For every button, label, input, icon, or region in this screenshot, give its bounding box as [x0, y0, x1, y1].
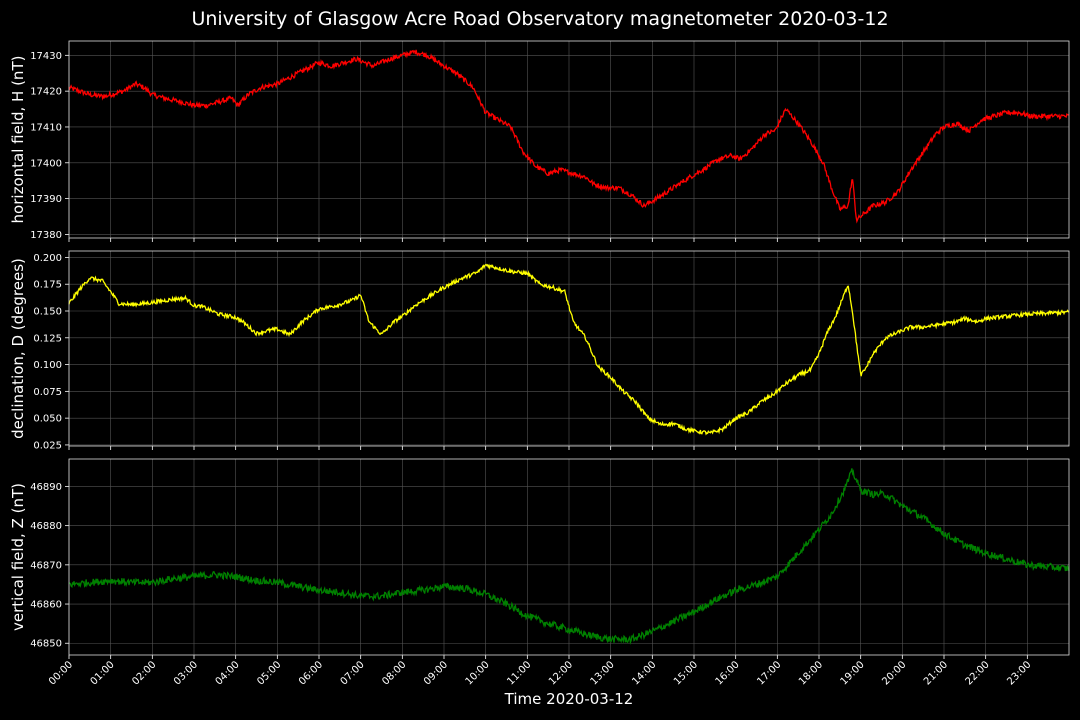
x-tick-label: 11:00: [505, 659, 533, 687]
y-tick-label: 0.100: [33, 360, 62, 371]
chart-title: University of Glasgow Acre Road Observat…: [191, 8, 889, 30]
series-line: [68, 49, 1070, 224]
y-tick-label: 17420: [30, 87, 62, 98]
y-tick-label: 17430: [30, 51, 62, 62]
y-tick-label: 0.150: [33, 307, 62, 318]
plot-frame: [68, 458, 1070, 656]
x-tick-label: 03:00: [172, 659, 200, 687]
y-tick-label: 0.175: [33, 280, 62, 291]
x-tick-label: 08:00: [380, 659, 408, 687]
x-tick-label: 06:00: [297, 659, 325, 687]
series-line: [68, 263, 1070, 436]
x-tick-label: 16:00: [714, 659, 742, 687]
x-tick-label: 13:00: [589, 659, 617, 687]
y-tick-label: 46880: [30, 521, 62, 532]
x-tick-label: 20:00: [880, 659, 908, 687]
y-tick-label: 46860: [30, 600, 62, 611]
y-tick-label: 0.125: [33, 333, 62, 344]
x-axis-label: Time 2020-03-12: [504, 690, 634, 708]
x-tick-label: 09:00: [422, 659, 450, 687]
x-tick-label: 07:00: [339, 659, 367, 687]
y-tick-label: 0.075: [33, 387, 62, 398]
x-tick-label: 18:00: [797, 659, 825, 687]
series-line: [68, 468, 1070, 645]
x-tick-label: 23:00: [1005, 659, 1033, 687]
x-tick-label: 00:00: [47, 659, 75, 687]
x-tick-label: 04:00: [214, 659, 242, 687]
y-tick-label: 46870: [30, 560, 62, 571]
y-tick-label: 17410: [30, 122, 62, 133]
x-tick-label: 22:00: [964, 659, 992, 687]
y-axis-label: declination, D (degrees): [9, 258, 27, 439]
x-tick-label: 17:00: [755, 659, 783, 687]
y-tick-label: 46890: [30, 482, 62, 493]
plot-frame: [68, 250, 1070, 447]
panel-2: 0.025 0.050 0.075 0.100 0.125 0.150 0.175 0.200…: [9, 250, 1070, 451]
x-tick-label: 15:00: [672, 659, 700, 687]
plot-frame: [68, 40, 1070, 239]
y-tick-label: 46850: [30, 639, 62, 650]
y-axis-label: vertical field, Z (nT): [9, 483, 27, 631]
y-tick-label: 17380: [30, 230, 62, 241]
y-tick-label: 0.200: [33, 253, 62, 264]
x-tick-label: 05:00: [255, 659, 283, 687]
x-tick-label: 21:00: [922, 659, 950, 687]
y-axis-label: horizontal field, H (nT): [9, 56, 27, 224]
x-tick-label: 02:00: [130, 659, 158, 687]
y-tick-label: 17390: [30, 194, 62, 205]
y-tick-label: 17400: [30, 158, 62, 169]
y-tick-label: 0.025: [33, 440, 62, 451]
x-tick-label: 14:00: [630, 659, 658, 687]
x-tick-label: 19:00: [839, 659, 867, 687]
panel-1: 17380 17390 17400 17410 17420 17430horizontal…: [9, 40, 1070, 242]
x-tick-label: 10:00: [464, 659, 492, 687]
x-tick-label: 12:00: [547, 659, 575, 687]
x-tick-label: 01:00: [89, 659, 117, 687]
y-tick-label: 0.050: [33, 414, 62, 425]
